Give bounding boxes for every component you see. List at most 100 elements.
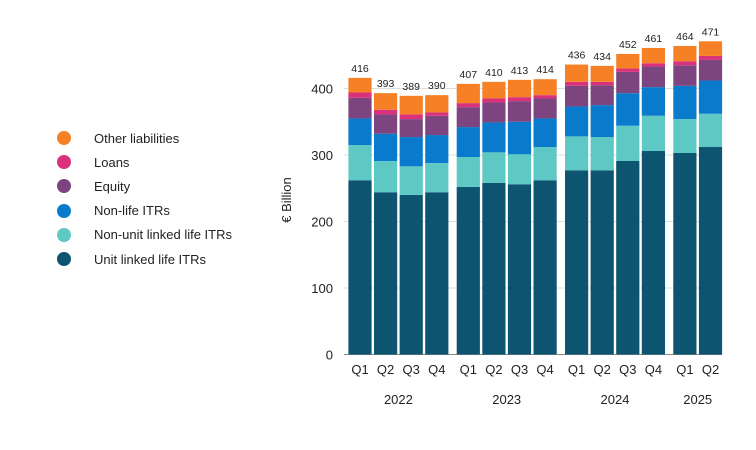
bar-segment bbox=[641, 115, 665, 152]
bar-segment bbox=[482, 182, 506, 355]
bar-segment bbox=[425, 192, 449, 355]
bar-segment bbox=[590, 105, 614, 138]
bar-segment bbox=[533, 118, 557, 148]
legend-item: Other liabilities bbox=[57, 126, 232, 150]
legend-swatch bbox=[57, 179, 71, 194]
bar-segment bbox=[673, 65, 697, 86]
y-tick-label: 300 bbox=[311, 148, 333, 163]
bar-segment bbox=[399, 194, 423, 355]
bar-segment bbox=[590, 137, 614, 171]
bar-segment bbox=[399, 95, 423, 115]
bar-segment bbox=[425, 95, 449, 113]
bar-segment bbox=[348, 92, 372, 98]
bar-segment bbox=[456, 186, 480, 355]
legend-label: Equity bbox=[94, 178, 131, 194]
bar-segment bbox=[399, 114, 423, 120]
bar-segment bbox=[507, 184, 532, 355]
bar-segment bbox=[533, 147, 557, 181]
bar-segment bbox=[616, 68, 640, 72]
bar-segment bbox=[616, 53, 640, 69]
bar-segment bbox=[482, 81, 506, 99]
bar-segment bbox=[425, 135, 449, 163]
bar-segment bbox=[507, 101, 532, 122]
bar-segment bbox=[482, 98, 506, 103]
bar-segment bbox=[590, 170, 614, 355]
bar-segment bbox=[698, 147, 723, 355]
x-tick-label: Q1 bbox=[676, 362, 693, 377]
bar-segment bbox=[348, 145, 372, 181]
total-label: 471 bbox=[702, 26, 720, 38]
bar-segment bbox=[565, 170, 589, 355]
bar-segment bbox=[565, 81, 589, 86]
bar-segment bbox=[482, 122, 506, 153]
bar-segment bbox=[482, 102, 506, 123]
bar-segment bbox=[565, 106, 589, 137]
total-label: 393 bbox=[377, 78, 395, 90]
bar-segment bbox=[374, 133, 398, 161]
x-tick-label: Q4 bbox=[536, 362, 553, 377]
legend-item: Loans bbox=[57, 150, 232, 174]
year-label: 2024 bbox=[601, 392, 630, 407]
total-label: 416 bbox=[351, 63, 369, 75]
bar-segment bbox=[348, 77, 372, 93]
bar-segment bbox=[507, 154, 532, 185]
bar-segment bbox=[399, 119, 423, 138]
bar-segment bbox=[698, 113, 723, 148]
bar-segment bbox=[641, 151, 665, 355]
y-tick-label: 100 bbox=[311, 281, 333, 296]
bar-segment bbox=[565, 85, 589, 107]
y-axis-label: € Billion bbox=[279, 177, 294, 223]
total-label: 461 bbox=[645, 33, 663, 45]
bar-segment bbox=[374, 192, 398, 355]
year-label: 2025 bbox=[683, 392, 712, 407]
bar-segment bbox=[590, 81, 614, 86]
bar-segment bbox=[533, 95, 557, 99]
bar-segment bbox=[698, 59, 723, 81]
y-tick-label: 200 bbox=[311, 215, 333, 230]
year-label: 2022 bbox=[384, 392, 413, 407]
bar-segment bbox=[641, 66, 665, 88]
bar-segment bbox=[616, 93, 640, 126]
total-label: 407 bbox=[460, 69, 478, 81]
legend-label: Loans bbox=[94, 154, 130, 170]
legend-item: Unit linked life ITRs bbox=[57, 247, 232, 271]
total-label: 452 bbox=[619, 39, 637, 51]
bar-segment bbox=[533, 79, 557, 96]
bar-segment bbox=[673, 85, 697, 120]
bar-segment bbox=[698, 80, 723, 114]
legend: Other liabilities Loans Equity Non-life ITR… bbox=[57, 126, 232, 271]
bar-segment bbox=[374, 93, 398, 110]
legend-swatch bbox=[57, 155, 71, 170]
bar-segment bbox=[482, 152, 506, 183]
bar-segment bbox=[374, 114, 398, 134]
year-label: 2023 bbox=[492, 392, 521, 407]
legend-swatch bbox=[57, 252, 71, 267]
legend-label: Other liabilities bbox=[94, 130, 180, 146]
legend-label: Non-unit linked life ITRs bbox=[94, 227, 232, 243]
bar-segment bbox=[673, 61, 697, 66]
bar-segment bbox=[616, 71, 640, 94]
bar-segment bbox=[399, 137, 423, 167]
bar-segment bbox=[616, 160, 640, 355]
legend-item: Non-unit linked life ITRs bbox=[57, 223, 232, 247]
bar-segment bbox=[590, 65, 614, 82]
x-tick-label: Q3 bbox=[403, 362, 420, 377]
bar-segment bbox=[616, 125, 640, 161]
bar-segment bbox=[348, 180, 372, 355]
legend-swatch bbox=[57, 131, 71, 146]
bar-segment bbox=[374, 160, 398, 193]
legend-swatch bbox=[57, 203, 71, 218]
total-label: 436 bbox=[568, 50, 586, 62]
x-tick-label: Q2 bbox=[594, 362, 611, 377]
bar-segment bbox=[507, 97, 532, 102]
bar-segment bbox=[507, 121, 532, 155]
bar-segment bbox=[374, 109, 398, 115]
x-tick-label: Q1 bbox=[351, 362, 368, 377]
bar-segment bbox=[348, 97, 372, 119]
bar-segment bbox=[533, 98, 557, 119]
bar-segment bbox=[641, 47, 665, 64]
bar-segment bbox=[456, 83, 480, 104]
x-tick-label: Q3 bbox=[619, 362, 636, 377]
bar-segment bbox=[673, 119, 697, 154]
bar-segment bbox=[565, 136, 589, 171]
